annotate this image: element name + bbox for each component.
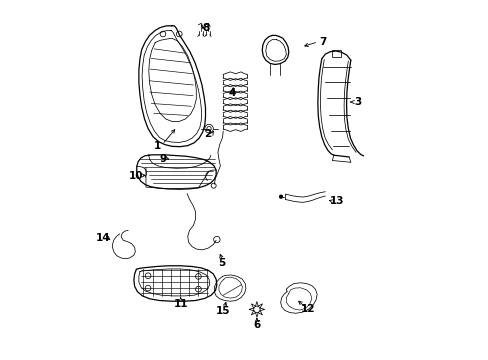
Text: 13: 13 [329,196,343,206]
Text: 10: 10 [129,171,143,181]
Text: 9: 9 [159,154,166,164]
Circle shape [253,306,260,312]
Text: 2: 2 [203,129,210,139]
Text: 12: 12 [301,304,315,314]
Text: 11: 11 [173,299,187,309]
Text: 5: 5 [217,258,224,268]
Text: 1: 1 [154,141,161,151]
Text: 6: 6 [253,320,260,330]
Text: 14: 14 [95,234,110,243]
Text: 4: 4 [228,88,235,98]
Text: 7: 7 [318,37,325,47]
Text: 8: 8 [202,23,209,33]
Text: 15: 15 [216,306,230,316]
Circle shape [279,195,282,198]
Bar [332,50,341,57]
Text: 3: 3 [354,97,361,107]
